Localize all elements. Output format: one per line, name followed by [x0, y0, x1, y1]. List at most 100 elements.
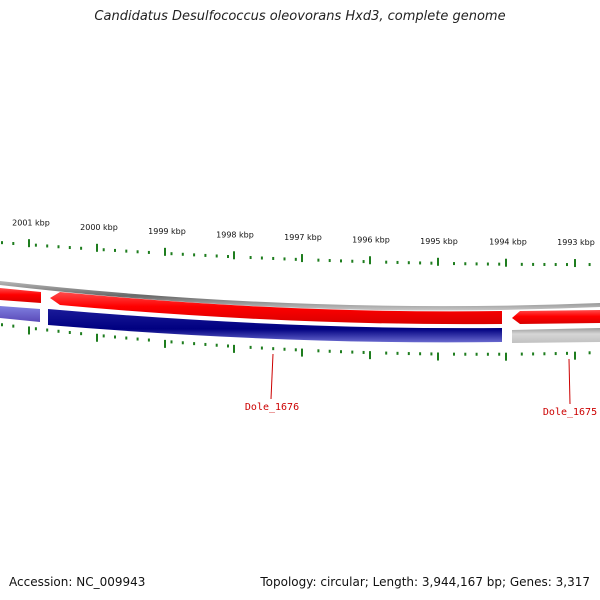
- cds-reverse-left: [0, 306, 40, 322]
- inner-major-tick: [164, 339, 166, 348]
- inner-minor-tick: [453, 352, 455, 356]
- inner-minor-tick: [475, 352, 478, 356]
- outer-minor-tick: [125, 249, 128, 253]
- inner-minor-tick: [1, 323, 3, 327]
- gene-leader-dole-1676: [270, 353, 274, 400]
- scale-labels: 2001 kbp 2000 kbp 1999 kbp 1998 kbp 1997 kbp…: [12, 218, 595, 247]
- outer-minor-tick: [215, 254, 218, 258]
- cds-reverse-dole-1676: [48, 309, 502, 343]
- outer-minor-tick: [430, 261, 433, 265]
- inner-minor-tick: [328, 349, 331, 353]
- inner-minor-tick: [260, 346, 263, 350]
- inner-minor-tick: [294, 348, 297, 352]
- outer-minor-tick: [362, 260, 365, 264]
- inner-scale-ticks: [1, 323, 591, 361]
- outer-minor-tick: [57, 245, 60, 249]
- outer-minor-tick: [80, 246, 83, 250]
- inner-minor-tick: [407, 352, 410, 356]
- scale-label: 1999 kbp: [148, 227, 186, 236]
- outer-minor-tick: [340, 259, 342, 263]
- outer-minor-tick: [328, 259, 331, 263]
- gene-label-dole-1676: Dole_1676: [245, 402, 299, 413]
- outer-minor-tick: [68, 246, 71, 250]
- outer-minor-tick: [317, 258, 320, 262]
- inner-major-tick: [505, 352, 507, 361]
- inner-minor-tick: [566, 351, 568, 355]
- inner-major-tick: [574, 351, 576, 360]
- outer-minor-tick: [543, 262, 546, 266]
- inner-minor-tick: [362, 350, 365, 354]
- inner-minor-tick: [419, 352, 422, 356]
- outer-major-tick: [505, 258, 507, 267]
- scale-label: 2001 kbp: [12, 218, 50, 227]
- outer-minor-tick: [532, 262, 535, 266]
- inner-minor-tick: [181, 341, 184, 345]
- inner-minor-tick: [204, 342, 207, 346]
- outer-minor-tick: [294, 257, 297, 261]
- outer-minor-tick: [453, 262, 455, 266]
- outer-minor-tick: [498, 262, 501, 266]
- scale-label: 1998 kbp: [216, 230, 254, 239]
- inner-minor-tick: [588, 351, 591, 355]
- inner-minor-tick: [249, 345, 252, 349]
- outer-minor-tick: [181, 252, 184, 256]
- inner-minor-tick: [114, 335, 116, 339]
- inner-minor-tick: [554, 352, 557, 356]
- accession-text: Accession: NC_009943: [9, 575, 146, 589]
- inner-minor-tick: [68, 330, 71, 334]
- inner-minor-tick: [102, 334, 105, 338]
- outer-minor-tick: [46, 244, 49, 248]
- outer-minor-tick: [407, 261, 410, 265]
- outer-minor-tick: [136, 250, 139, 254]
- cds-forward-dole-1676-neighbour: [50, 292, 502, 325]
- outer-major-tick: [233, 251, 235, 260]
- outer-minor-tick: [588, 263, 591, 267]
- inner-minor-tick: [272, 347, 275, 351]
- outer-minor-tick: [34, 243, 37, 247]
- inner-minor-tick: [136, 337, 139, 341]
- outer-minor-tick: [102, 248, 105, 252]
- inner-major-tick: [233, 344, 235, 353]
- cds-reverse-grey: [512, 328, 600, 343]
- inner-minor-tick: [227, 344, 229, 348]
- inner-major-tick: [437, 352, 439, 361]
- outer-major-tick: [574, 259, 576, 268]
- outer-major-tick: [301, 254, 303, 263]
- outer-minor-tick: [114, 248, 116, 252]
- inner-minor-tick: [498, 352, 501, 356]
- outer-major-tick: [96, 243, 98, 252]
- inner-minor-tick: [215, 343, 218, 347]
- inner-minor-tick: [193, 342, 196, 346]
- outer-minor-tick: [351, 259, 354, 263]
- outer-major-tick: [28, 239, 30, 248]
- outer-minor-tick: [475, 262, 478, 266]
- inner-minor-tick: [12, 324, 15, 328]
- inner-minor-tick: [80, 332, 83, 336]
- inner-major-tick: [301, 348, 303, 357]
- inner-minor-tick: [543, 352, 546, 356]
- inner-minor-tick: [520, 352, 523, 356]
- outer-major-tick: [369, 256, 371, 265]
- scale-label: 2000 kbp: [80, 223, 118, 232]
- inner-minor-tick: [396, 351, 399, 355]
- outer-minor-tick: [464, 262, 467, 266]
- map-title: Candidatus Desulfococcus oleovorans Hxd3…: [94, 9, 506, 24]
- inner-minor-tick: [57, 329, 60, 333]
- outer-minor-tick: [12, 242, 15, 246]
- scale-label: 1994 kbp: [489, 238, 527, 247]
- outer-minor-tick: [566, 263, 568, 267]
- inner-minor-tick: [317, 349, 320, 353]
- inner-minor-tick: [147, 338, 150, 342]
- scale-label: 1996 kbp: [352, 235, 390, 244]
- outer-minor-tick: [170, 252, 173, 256]
- inner-minor-tick: [340, 350, 342, 354]
- scale-label: 1995 kbp: [420, 237, 458, 246]
- outer-minor-tick: [147, 250, 150, 254]
- inner-minor-tick: [385, 351, 388, 355]
- outer-minor-tick: [520, 262, 523, 266]
- genome-backbone: [0, 281, 600, 311]
- outer-minor-tick: [283, 257, 286, 261]
- inner-minor-tick: [170, 340, 173, 344]
- inner-minor-tick: [464, 352, 467, 356]
- outer-minor-tick: [260, 256, 263, 260]
